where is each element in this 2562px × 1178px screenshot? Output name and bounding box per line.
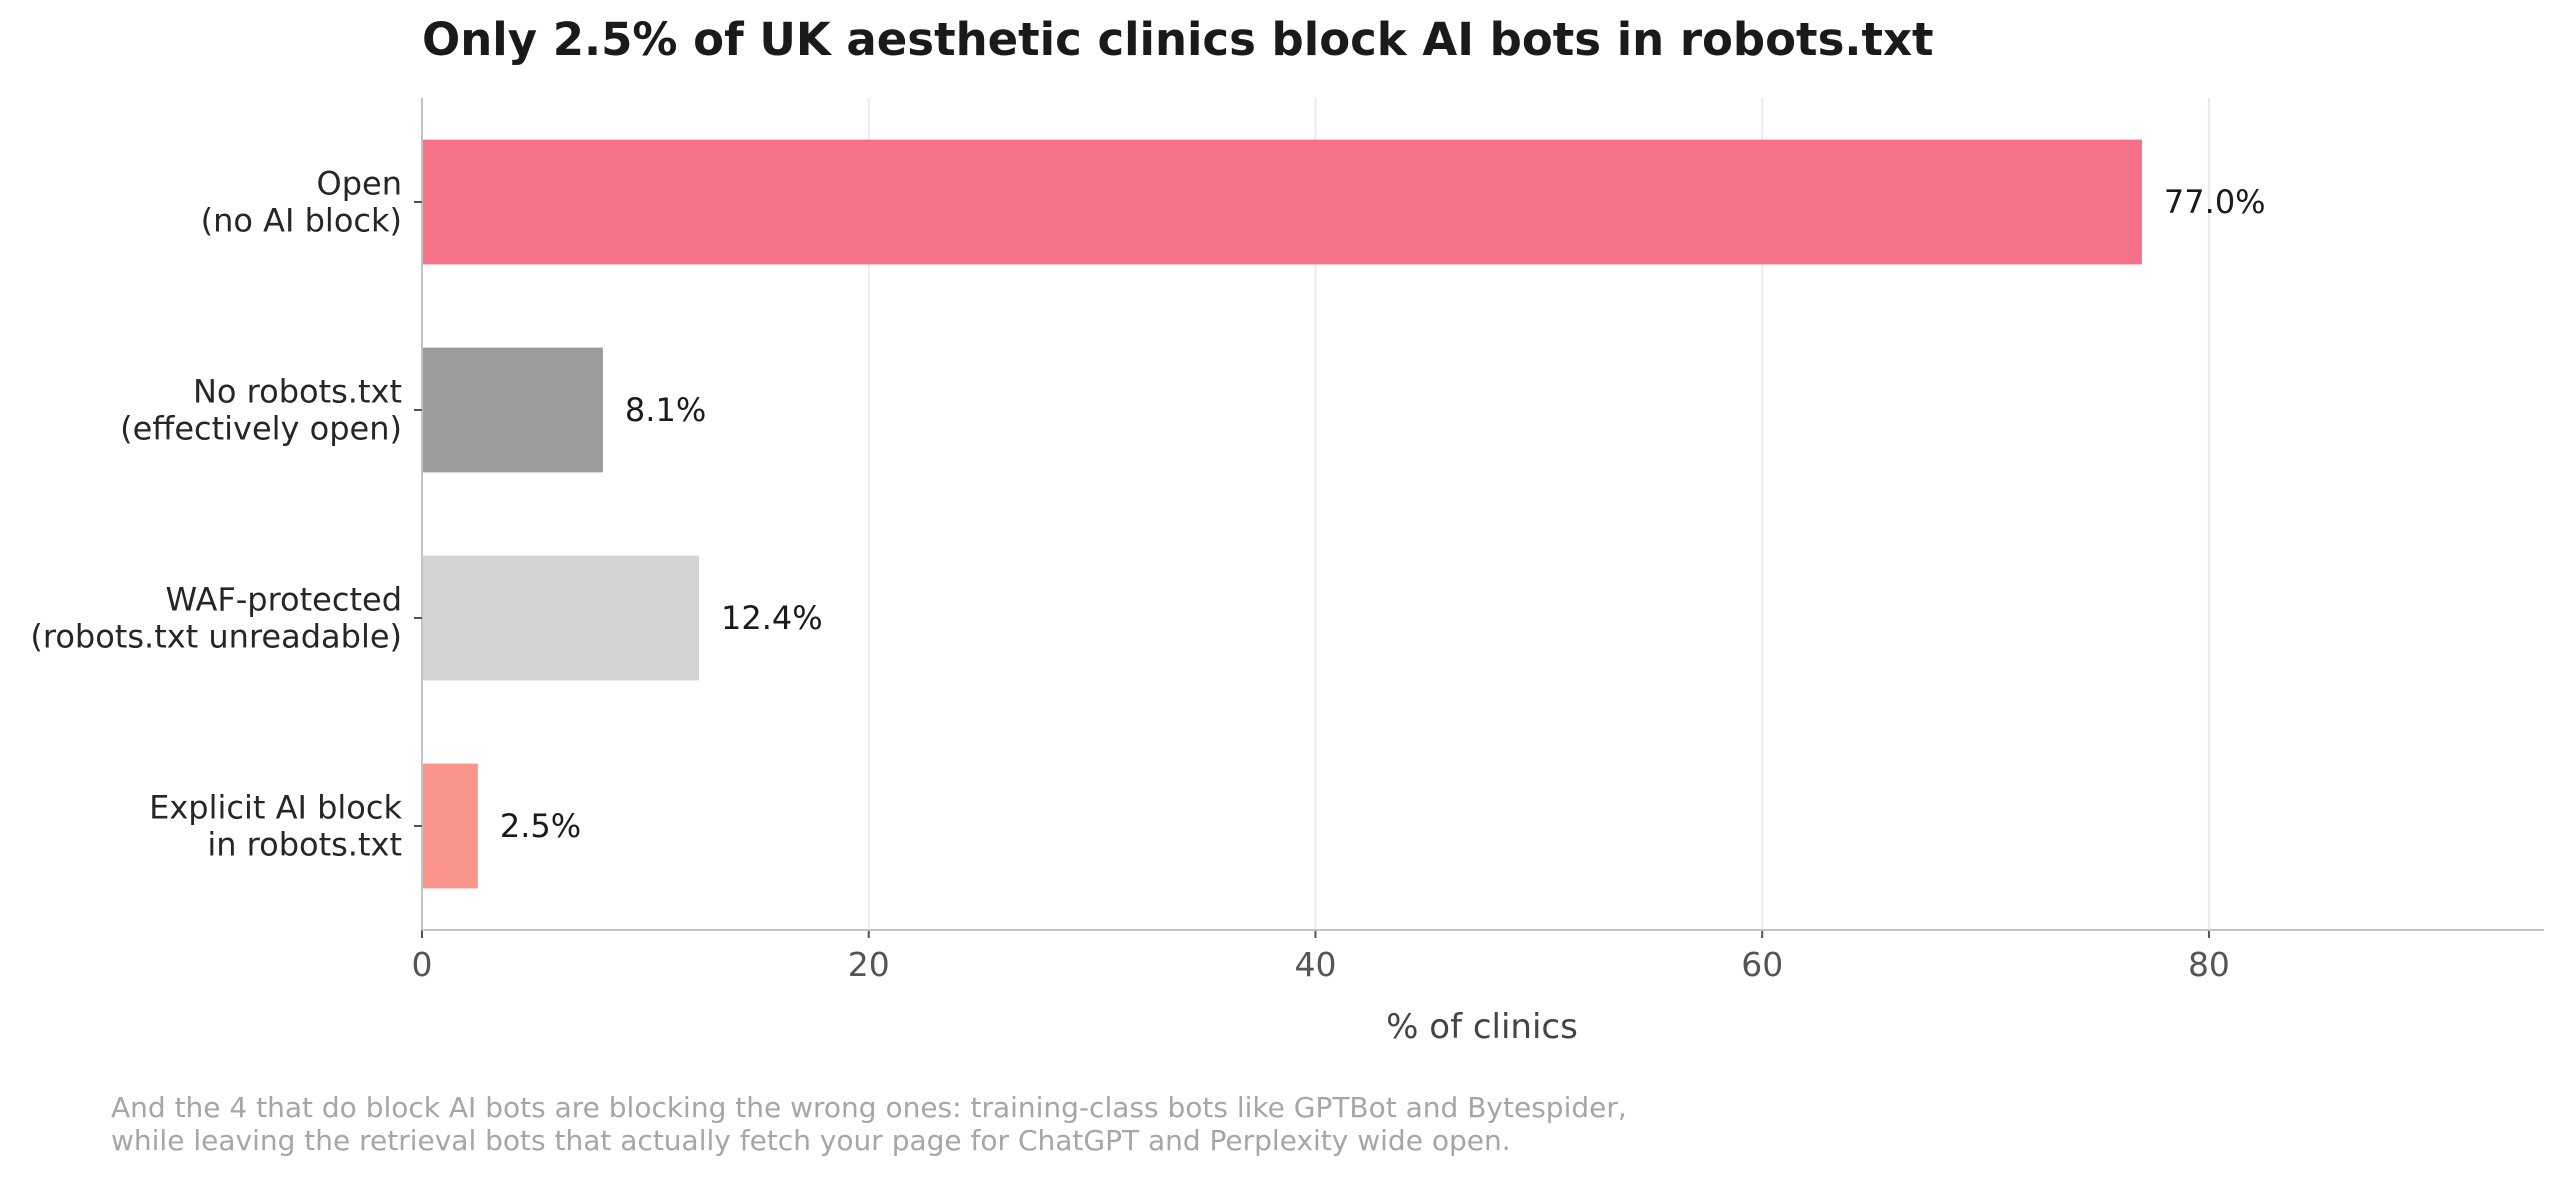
x-tick-label-3: 60	[1741, 945, 1783, 984]
value-label-1: 8.1%	[625, 391, 706, 429]
x-tick-label-2: 40	[1294, 945, 1336, 984]
chart-title: Only 2.5% of UK aesthetic clinics block …	[422, 13, 1934, 66]
value-label-3: 2.5%	[500, 807, 581, 845]
category-label-0-1: (no AI block)	[201, 202, 402, 240]
value-label-0: 77.0%	[2164, 183, 2266, 221]
category-label-3-1: in robots.txt	[207, 826, 402, 864]
bar-0	[422, 139, 2142, 265]
bar-2	[422, 555, 699, 681]
footnote-line-1: And the 4 that do block AI bots are bloc…	[111, 1091, 1627, 1124]
x-axis-title: % of clinics	[1386, 1007, 1578, 1047]
x-tick-label-0: 0	[412, 945, 433, 984]
x-tick-label-1: 20	[848, 945, 890, 984]
category-label-2-0: WAF-protected	[166, 581, 402, 619]
category-label-1-1: (effectively open)	[120, 410, 402, 448]
category-label-2-1: (robots.txt unreadable)	[30, 618, 402, 656]
category-label-0-0: Open	[317, 165, 402, 203]
bar-3	[422, 763, 478, 889]
x-tick-label-4: 80	[2188, 945, 2230, 984]
category-label-1-0: No robots.txt	[193, 373, 402, 411]
value-label-2: 12.4%	[721, 599, 823, 637]
footnote-line-2: while leaving the retrieval bots that ac…	[111, 1124, 1511, 1157]
bars: 77.0% 8.1% 12.4% 2.5%	[422, 139, 2266, 889]
category-label-3-0: Explicit AI block	[149, 789, 402, 827]
bar-1	[422, 347, 603, 473]
